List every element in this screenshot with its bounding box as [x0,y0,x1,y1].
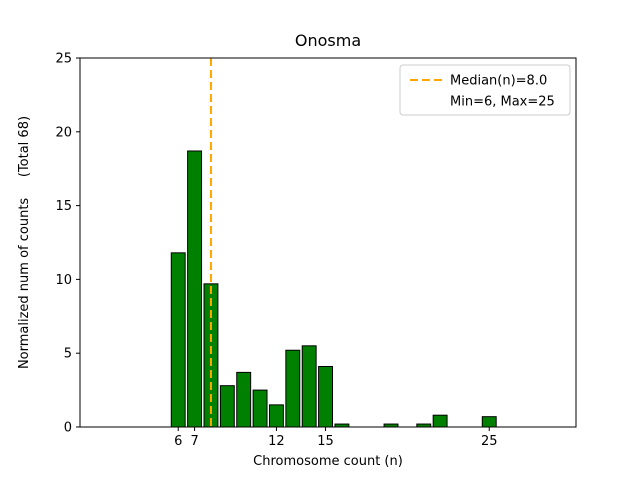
histogram-bar [252,389,268,428]
x-tick-label: 15 [317,434,334,449]
y-axis-label: Normalized num of counts (Total 68) [17,116,32,369]
histogram-bar [219,385,235,428]
x-tick-label: 6 [174,434,182,449]
y-tick-label: 0 [64,421,72,436]
legend: Median(n)=8.0 Min=6, Max=25 [399,64,571,116]
x-axis-label: Chromosome count (n) [253,454,403,469]
x-tick-label: 25 [481,434,498,449]
histogram-bar [170,252,186,428]
histogram-bar [432,414,448,428]
legend-label: Min=6, Max=25 [450,95,555,110]
histogram-bar [236,371,252,428]
x-tick-label: 12 [268,434,285,449]
histogram-bar [285,349,301,428]
y-tick-label: 5 [64,347,72,362]
histogram-bar [268,404,284,428]
y-tick-label: 15 [55,199,72,214]
histogram-bar [187,150,203,428]
histogram-bar [318,365,333,428]
chart-title: Onosma [295,31,361,50]
histogram-bar [301,345,317,428]
x-tick-label: 7 [190,434,198,449]
legend-label: Median(n)=8.0 [450,74,547,89]
y-tick-label: 10 [55,273,72,288]
histogram-bar [481,416,497,428]
y-tick-label: 20 [55,125,72,140]
legend-box [399,64,571,116]
y-tick-label: 25 [55,52,72,67]
axes-spines [79,57,577,428]
